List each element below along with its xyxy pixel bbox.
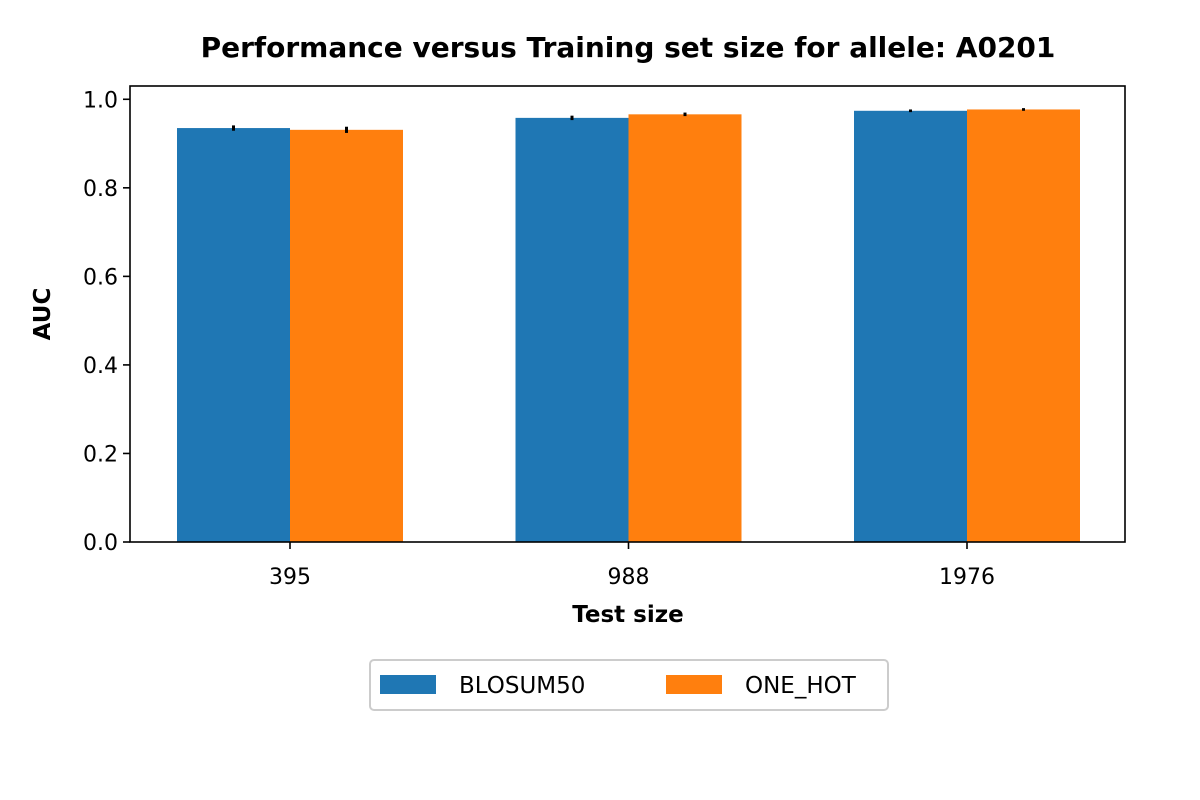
chart-title: Performance versus Training set size for… xyxy=(201,31,1056,64)
bar-blosum50-988 xyxy=(515,117,629,542)
y-axis-label: AUC xyxy=(30,288,56,341)
bar-blosum50-1976 xyxy=(854,110,967,542)
y-tick-label: 0.0 xyxy=(83,531,118,556)
legend-swatch-one-hot xyxy=(666,675,722,694)
legend-label-blosum50: BLOSUM50 xyxy=(459,673,585,699)
bar-one-hot-1976 xyxy=(967,109,1080,542)
legend-swatch-blosum50 xyxy=(380,675,436,694)
legend-label-one-hot: ONE_HOT xyxy=(745,673,857,699)
y-tick-label: 0.4 xyxy=(83,354,118,379)
x-axis: 395 988 1976 xyxy=(269,542,995,590)
x-tick-label: 988 xyxy=(608,565,650,590)
y-tick-label: 0.6 xyxy=(83,265,118,290)
bar-one-hot-988 xyxy=(628,114,742,542)
x-tick-label: 1976 xyxy=(939,565,995,590)
bar-one-hot-395 xyxy=(290,129,403,542)
x-tick-label: 395 xyxy=(269,565,311,590)
y-tick-label: 0.8 xyxy=(83,177,118,202)
bars-group xyxy=(177,109,1080,542)
x-axis-label: Test size xyxy=(572,602,684,628)
legend-frame xyxy=(369,659,889,711)
legend: BLOSUM50 ONE_HOT xyxy=(369,659,889,711)
y-axis: 0.0 0.2 0.4 0.6 0.8 1.0 xyxy=(83,88,130,556)
error-bars-group xyxy=(232,108,1025,133)
plot-area-frame xyxy=(129,85,1126,543)
y-tick-label: 1.0 xyxy=(83,88,118,113)
bar-blosum50-395 xyxy=(177,128,290,542)
y-tick-label: 0.2 xyxy=(83,442,118,467)
